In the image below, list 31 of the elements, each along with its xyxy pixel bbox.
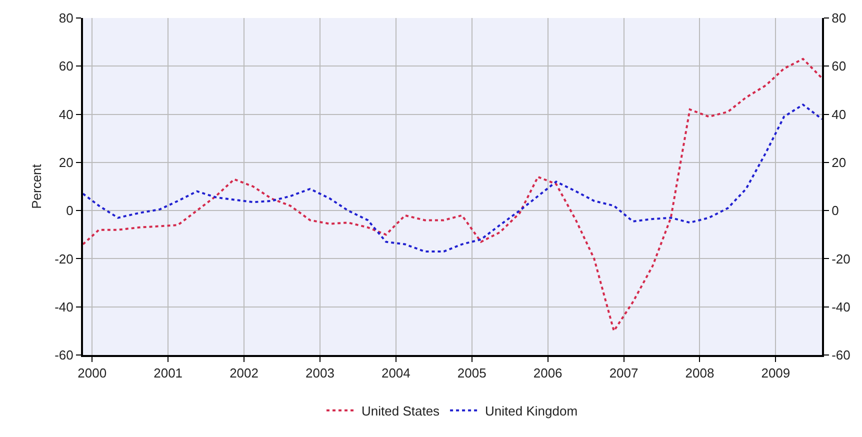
y-tick-label: 80 xyxy=(58,10,74,26)
x-tick-label: 2003 xyxy=(306,366,334,381)
legend-label: United Kingdom xyxy=(485,403,578,418)
y2-tick-label: 0 xyxy=(832,203,839,218)
y2-tick-label: 20 xyxy=(832,154,846,170)
x-tick-label: 2009 xyxy=(761,366,790,381)
x-tick-label: 2001 xyxy=(154,366,183,381)
x-tick-label: 2004 xyxy=(381,366,410,381)
y2-tick-label: 60 xyxy=(832,58,846,74)
y2-tick-label: 40 xyxy=(832,106,846,122)
x-tick-label: 2002 xyxy=(230,366,258,381)
x-tick-label: 2007 xyxy=(609,366,638,381)
x-tick-label: 2008 xyxy=(685,366,714,381)
y-tick-label: 40 xyxy=(58,106,74,122)
x-tick-label: 2006 xyxy=(533,366,562,381)
x-tick-label: 2000 xyxy=(78,366,107,381)
y-tick-label: -40 xyxy=(54,299,74,314)
legend-label: United States xyxy=(362,403,440,418)
line-series xyxy=(83,104,822,252)
y-tick-label: 20 xyxy=(58,154,74,170)
y-tick-label: -60 xyxy=(54,348,74,363)
x-tick-label: 2005 xyxy=(457,366,486,381)
y2-tick-label: -40 xyxy=(832,299,850,314)
y-tick-label: 60 xyxy=(58,58,74,74)
y-axis-title: Percent xyxy=(29,164,44,209)
y2-tick-label: -60 xyxy=(832,348,850,363)
y-tick-label: -20 xyxy=(54,251,74,266)
y2-tick-label: -20 xyxy=(832,251,850,266)
y-tick-label: 0 xyxy=(66,203,74,218)
line-series xyxy=(83,58,822,332)
y2-tick-label: 80 xyxy=(832,10,846,26)
